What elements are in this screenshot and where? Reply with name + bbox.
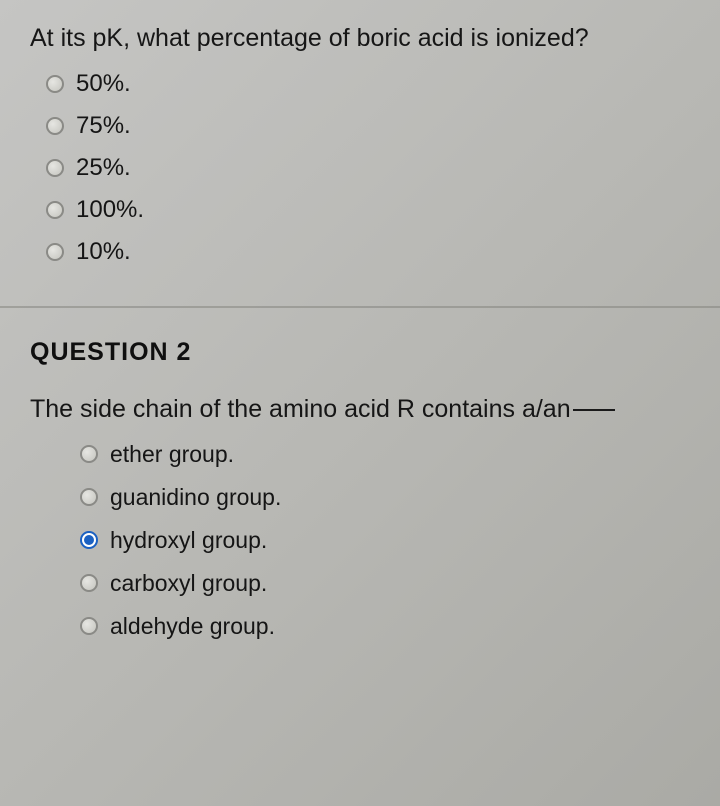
radio-icon[interactable] — [80, 617, 98, 635]
divider — [0, 306, 720, 308]
q1-option-4-label: 10%. — [76, 238, 131, 266]
q1-option-0-label: 50%. — [76, 70, 131, 98]
radio-icon[interactable] — [80, 488, 98, 506]
q1-option-4[interactable]: 10%. — [46, 238, 702, 266]
q1-option-0[interactable]: 50%. — [46, 70, 702, 98]
q2-option-2-label: hydroxyl group. — [110, 527, 267, 554]
q1-option-3-label: 100%. — [76, 196, 144, 224]
question-1-block: At its pK, what percentage of boric acid… — [0, 0, 720, 306]
radio-icon[interactable] — [80, 445, 98, 463]
blank-dash-icon — [573, 409, 615, 411]
q2-option-1-label: guanidino group. — [110, 484, 281, 511]
q1-option-1-label: 75%. — [76, 112, 131, 140]
q2-option-4-label: aldehyde group. — [110, 613, 275, 640]
radio-icon[interactable] — [46, 243, 64, 261]
question-1-options: 50%. 75%. 25%. 100%. 10%. — [46, 70, 702, 266]
q1-option-2-label: 25%. — [76, 154, 131, 182]
q1-option-3[interactable]: 100%. — [46, 196, 702, 224]
question-2-text: The side chain of the amino acid R conta… — [30, 393, 702, 427]
q2-option-0[interactable]: ether group. — [80, 441, 702, 468]
question-2-options: ether group. guanidino group. hydroxyl g… — [80, 441, 702, 640]
q1-option-2[interactable]: 25%. — [46, 154, 702, 182]
q2-option-3-label: carboxyl group. — [110, 570, 267, 597]
question-1-text: At its pK, what percentage of boric acid… — [30, 22, 702, 56]
q2-option-1[interactable]: guanidino group. — [80, 484, 702, 511]
q2-option-4[interactable]: aldehyde group. — [80, 613, 702, 640]
radio-icon[interactable] — [46, 117, 64, 135]
radio-selected-icon[interactable] — [80, 531, 98, 549]
q1-option-1[interactable]: 75%. — [46, 112, 702, 140]
question-2-prefix: The side chain of the amino acid R conta… — [30, 395, 571, 423]
q2-option-3[interactable]: carboxyl group. — [80, 570, 702, 597]
q2-option-2[interactable]: hydroxyl group. — [80, 527, 702, 554]
radio-icon[interactable] — [46, 159, 64, 177]
question-2-heading: QUESTION 2 — [30, 338, 720, 367]
q2-option-0-label: ether group. — [110, 441, 234, 468]
question-2-block: The side chain of the amino acid R conta… — [0, 393, 720, 682]
radio-icon[interactable] — [46, 201, 64, 219]
radio-icon[interactable] — [46, 75, 64, 93]
radio-icon[interactable] — [80, 574, 98, 592]
